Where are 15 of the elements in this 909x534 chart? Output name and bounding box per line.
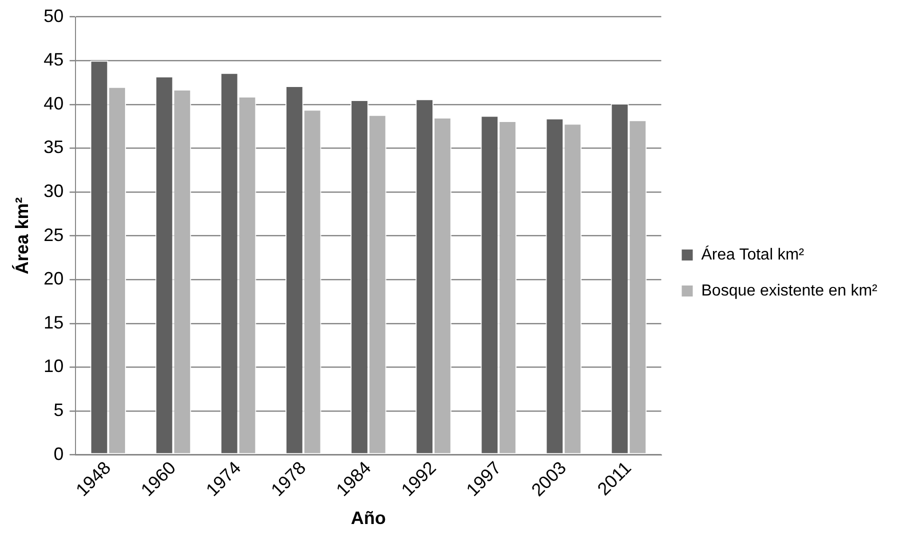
y-tick-label: 0 bbox=[54, 444, 64, 464]
y-tick-label: 5 bbox=[54, 400, 64, 420]
y-tick-label: 30 bbox=[44, 180, 64, 201]
x-axis-title: Año bbox=[350, 508, 386, 528]
y-tick-label: 10 bbox=[44, 356, 64, 376]
y-tick-label: 20 bbox=[44, 268, 64, 289]
y-tick-label: 45 bbox=[44, 50, 64, 70]
y-tick-label: 15 bbox=[44, 312, 64, 332]
legend-label: Bosque existente en km² bbox=[701, 282, 878, 300]
y-tick-label: 35 bbox=[44, 137, 64, 158]
y-tick-label: 25 bbox=[44, 224, 64, 245]
legend-label: Área Total km² bbox=[701, 245, 805, 264]
y-axis-title: Área km² bbox=[12, 197, 32, 274]
y-tick-label: 40 bbox=[44, 93, 64, 114]
y-tick-label: 50 bbox=[44, 6, 64, 26]
